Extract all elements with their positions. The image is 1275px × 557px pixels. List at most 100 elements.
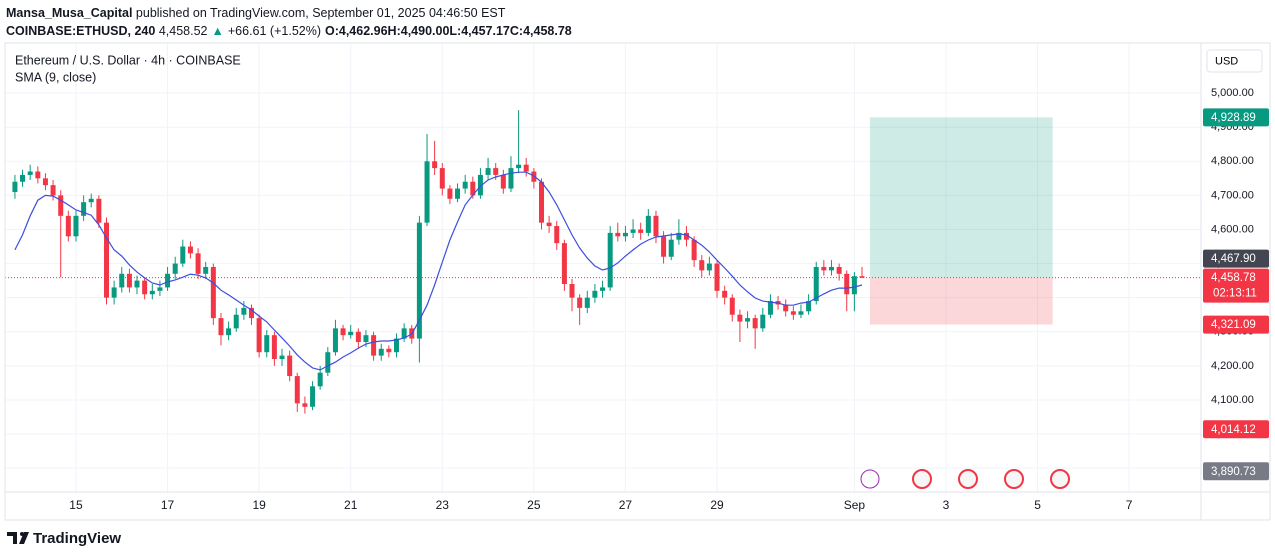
x-tick-label: 29 [710,498,724,512]
y-tick-label: 5,000.00 [1211,87,1254,99]
candle-body [752,318,758,329]
logo-icon [7,532,29,544]
candle-body [798,311,804,315]
event-icon[interactable] [1050,469,1070,489]
price-label: 3,890.73 [1211,466,1256,478]
candle-body [691,239,697,261]
candle-body [81,202,87,216]
candle-body [745,318,751,322]
candle-body [485,168,491,175]
event-icon[interactable] [860,469,880,489]
candle-body [592,290,598,298]
candle-body [661,236,667,257]
candle-body [287,355,293,377]
candle-body [470,181,476,196]
price-label: 4,467.90 [1211,253,1256,265]
position-profit-zone [869,117,1053,278]
candle-body [393,338,399,353]
candle-body [554,226,560,244]
candle-body [134,280,140,288]
events [860,469,1070,489]
candle-body [844,273,850,295]
indicator-legend: SMA (9, close) [15,70,96,84]
candle-body [683,232,689,240]
candle-body [836,266,842,274]
currency: USD [1215,55,1238,67]
x-tick-label: 21 [344,498,358,512]
x-tick-label: 27 [619,498,633,512]
candle-body [706,263,712,271]
candle-body [424,161,430,223]
author: Mansa_Musa_Capital [6,6,133,20]
price-label-box [1203,268,1269,303]
candle-body [722,290,728,298]
price-label-box [1203,462,1269,481]
x-tick-label: 7 [1126,498,1133,512]
logo-dot [20,532,24,536]
candle-body [264,335,270,353]
candle-body [340,328,346,336]
event-icon[interactable] [958,469,978,489]
price-label: 4,014.12 [1211,424,1256,436]
candle-body [256,318,262,353]
candle-body [371,335,377,356]
candle-body [226,328,232,336]
candle-body [401,328,407,339]
candle-body [363,335,369,342]
candle-body [88,198,94,203]
candle-body [325,352,331,373]
x-tick-label: Sep [844,498,866,512]
y-tick-label: 4,800.00 [1211,155,1254,167]
candle-body [630,229,636,233]
brand: TradingView [33,530,121,547]
currency-box[interactable] [1206,49,1263,73]
candle-body [600,287,606,291]
candle-body [653,215,659,237]
price-label: 4,458.78 [1211,272,1256,284]
change: +66.61 (+1.52%) [227,24,321,38]
candle-body [508,168,514,189]
candle-body [119,273,125,288]
event-icon[interactable] [912,469,932,489]
candle-body [493,168,499,175]
candle-body [828,266,834,271]
position-loss-zone [869,277,1053,325]
candle-body [416,222,422,339]
y-tick-label: 4,700.00 [1211,189,1254,201]
candle-body [203,266,209,274]
candle-body [668,239,674,257]
price-label-box [1203,420,1269,439]
frame [4,42,1271,521]
candle-body [348,331,354,336]
candle-body [859,276,865,278]
chart-title: Ethereum / U.S. Dollar · 4h · COINBASE [15,53,241,67]
candle-body [821,266,827,271]
candle-body [218,318,224,336]
candle-body [645,215,651,233]
x-tick-label: 23 [436,498,450,512]
y-tick-label: 4,600.00 [1211,223,1254,235]
candle-body [813,266,819,302]
candle-body [539,181,545,223]
candle-body [42,178,48,186]
candle-body [279,355,285,360]
candle-body [241,307,247,315]
header-line-2: COINBASE:ETHUSD, 240 4,458.52 ▲ +66.61 (+1… [6,22,572,40]
candle-body [729,297,735,315]
candle-body [569,284,575,298]
candle-body [500,174,506,189]
ohlc-high: H:4,490.00 [387,24,450,38]
x-tick-label: 19 [252,498,266,512]
candle-body [638,229,644,233]
countdown: 02:13:11 [1213,288,1257,300]
x-tick-label: 17 [161,498,175,512]
price-label-box [1203,315,1269,334]
candle-body [104,222,110,298]
candle-body [523,164,529,172]
symbol: COINBASE:ETHUSD, 240 [6,24,156,38]
published: published on TradingView.com, September … [135,6,506,20]
candle-body [767,301,773,315]
candle-body [332,328,338,353]
ohlc-open: O:4,462.96 [325,24,388,38]
event-icon[interactable] [1004,469,1024,489]
